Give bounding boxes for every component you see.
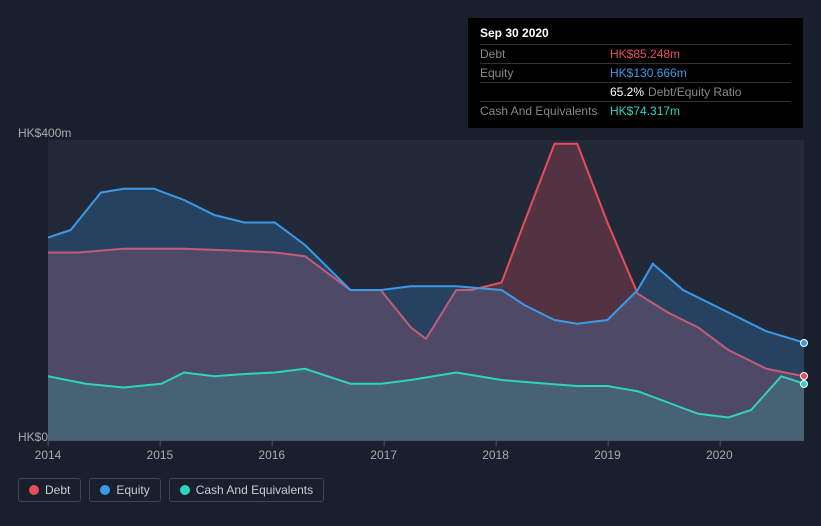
legend-swatch — [100, 485, 110, 495]
legend-swatch — [29, 485, 39, 495]
financial-chart: Sep 30 2020 DebtHK$85.248mEquityHK$130.6… — [18, 18, 803, 508]
legend-label: Cash And Equivalents — [196, 483, 313, 497]
tooltip-row-label: Cash And Equivalents — [480, 104, 610, 118]
chart-legend: Debt Equity Cash And Equivalents — [18, 478, 324, 502]
tooltip-row: 65.2%Debt/Equity Ratio — [480, 82, 791, 101]
tooltip-row-value: 65.2%Debt/Equity Ratio — [610, 85, 741, 99]
edge-marker — [800, 380, 808, 388]
x-tick-label: 2015 — [147, 448, 174, 462]
tooltip-row-suffix: Debt/Equity Ratio — [648, 85, 741, 99]
y-axis-label-min: HK$0 — [18, 430, 48, 444]
chart-svg — [48, 140, 804, 440]
legend-item-equity[interactable]: Equity — [89, 478, 160, 502]
chart-tooltip: Sep 30 2020 DebtHK$85.248mEquityHK$130.6… — [468, 18, 803, 128]
tooltip-row-label: Debt — [480, 47, 610, 61]
legend-item-debt[interactable]: Debt — [18, 478, 81, 502]
plot-area[interactable] — [48, 140, 804, 440]
tooltip-row-value: HK$130.666m — [610, 66, 687, 80]
x-axis — [48, 440, 804, 441]
x-tick-label: 2016 — [258, 448, 285, 462]
x-tick-label: 2018 — [482, 448, 509, 462]
x-tick-label: 2014 — [35, 448, 62, 462]
x-axis-ticks: 2014 2015 2016 2017 2018 2019 2020 — [18, 448, 803, 464]
legend-label: Debt — [45, 483, 70, 497]
tooltip-row: EquityHK$130.666m — [480, 63, 791, 82]
tooltip-row-value: HK$85.248m — [610, 47, 680, 61]
tooltip-row-label: Equity — [480, 66, 610, 80]
x-tick-label: 2017 — [370, 448, 397, 462]
tooltip-date: Sep 30 2020 — [480, 26, 791, 44]
tooltip-row: DebtHK$85.248m — [480, 44, 791, 63]
legend-item-cash-and-equivalents[interactable]: Cash And Equivalents — [169, 478, 324, 502]
x-tick-label: 2019 — [594, 448, 621, 462]
tooltip-row-label — [480, 85, 610, 99]
edge-marker — [800, 339, 808, 347]
legend-swatch — [180, 485, 190, 495]
x-tick-label: 2020 — [706, 448, 733, 462]
legend-label: Equity — [116, 483, 149, 497]
y-axis-label-max: HK$400m — [18, 126, 71, 140]
tooltip-row-value: HK$74.317m — [610, 104, 680, 118]
tooltip-row: Cash And EquivalentsHK$74.317m — [480, 101, 791, 120]
